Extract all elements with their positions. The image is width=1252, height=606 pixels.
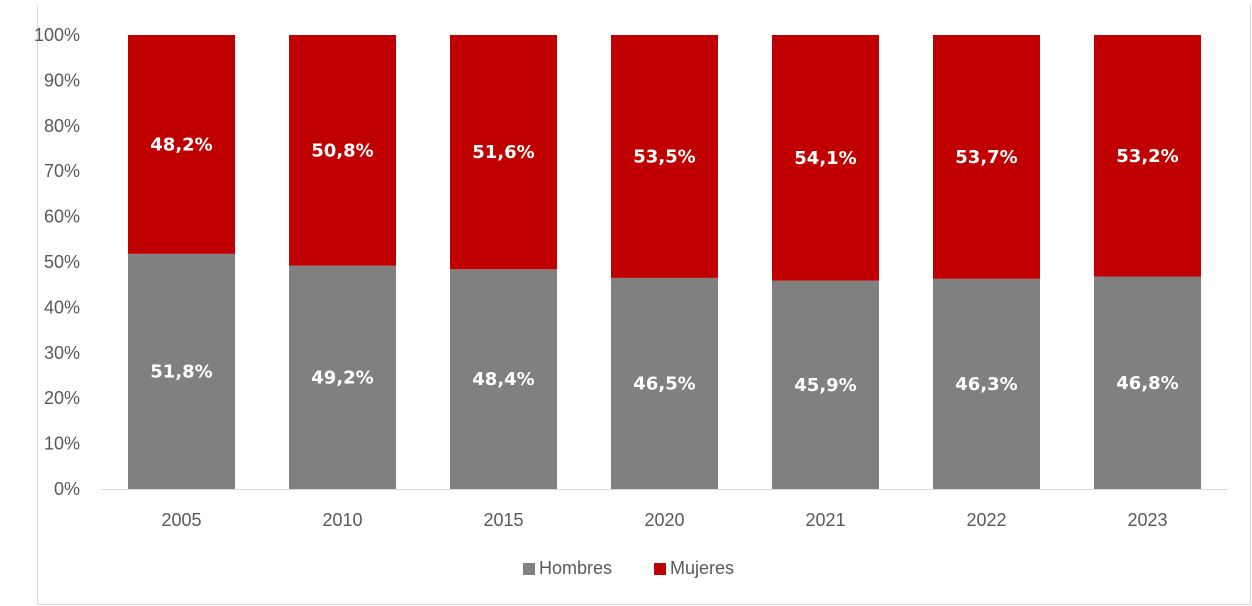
bars: 51,8% 48,2% 49,2% 50,8% 48,4% 51,6% 46,5% 53,5%…	[128, 35, 1201, 489]
data-label-mujeres-2005: 48,2%	[150, 134, 212, 155]
y-axis: 0% 10% 20% 30% 40% 50% 60% 70% 80% 90% 100%	[34, 25, 80, 499]
bar-hombres-2005	[128, 253, 235, 489]
x-tick-label: 2015	[483, 510, 523, 530]
y-tick-label: 70%	[44, 161, 80, 181]
y-tick-label: 100%	[34, 25, 80, 45]
legend-label-mujeres: Mujeres	[670, 558, 734, 578]
data-label-hombres-2015: 48,4%	[472, 369, 534, 390]
y-tick-label: 0%	[54, 479, 80, 499]
bar-hombres-2015	[450, 269, 557, 489]
data-label-mujeres-2022: 53,7%	[955, 147, 1017, 168]
bar-mujeres-2010	[289, 35, 396, 266]
data-label-hombres-2005: 51,8%	[150, 361, 212, 382]
y-tick-label: 90%	[44, 70, 80, 90]
bar-hombres-2023	[1094, 276, 1201, 489]
y-tick-label: 60%	[44, 207, 80, 227]
legend: Hombres Mujeres	[523, 558, 734, 578]
y-tick-label: 10%	[44, 434, 80, 454]
x-tick-label: 2021	[805, 510, 845, 530]
y-tick-label: 40%	[44, 297, 80, 317]
x-tick-label: 2020	[644, 510, 684, 530]
data-label-mujeres-2021: 54,1%	[794, 148, 856, 169]
bar-mujeres-2015	[450, 35, 557, 270]
x-tick-label: 2022	[966, 510, 1006, 530]
x-tick-label: 2010	[322, 510, 362, 530]
bar-mujeres-2021	[772, 35, 879, 281]
bar-mujeres-2023	[1094, 35, 1201, 277]
bar-hombres-2010	[289, 265, 396, 489]
bar-hombres-2020	[611, 277, 718, 489]
y-tick-label: 80%	[44, 116, 80, 136]
data-label-hombres-2020: 46,5%	[633, 373, 695, 394]
data-label-mujeres-2020: 53,5%	[633, 146, 695, 167]
data-label-mujeres-2015: 51,6%	[472, 142, 534, 163]
x-tick-label: 2023	[1127, 510, 1167, 530]
bar-mujeres-2022	[933, 35, 1040, 279]
legend-swatch-hombres	[523, 563, 535, 575]
bar-mujeres-2020	[611, 35, 718, 278]
legend-label-hombres: Hombres	[539, 558, 612, 578]
data-label-hombres-2010: 49,2%	[311, 367, 373, 388]
data-label-mujeres-2010: 50,8%	[311, 140, 373, 161]
y-tick-label: 30%	[44, 343, 80, 363]
x-tick-label: 2005	[161, 510, 201, 530]
y-tick-label: 50%	[44, 252, 80, 272]
bar-mujeres-2005	[128, 35, 235, 254]
chart-frame	[37, 5, 1251, 605]
data-label-hombres-2023: 46,8%	[1116, 373, 1178, 394]
y-tick-label: 20%	[44, 388, 80, 408]
bar-hombres-2021	[772, 280, 879, 489]
x-axis: 2005 2010 2015 2020 2021 2022 2023	[101, 489, 1228, 530]
bar-hombres-2022	[933, 278, 1040, 489]
data-label-hombres-2021: 45,9%	[794, 375, 856, 396]
legend-swatch-mujeres	[654, 563, 666, 575]
data-label-mujeres-2023: 53,2%	[1116, 146, 1178, 167]
data-label-hombres-2022: 46,3%	[955, 374, 1017, 395]
